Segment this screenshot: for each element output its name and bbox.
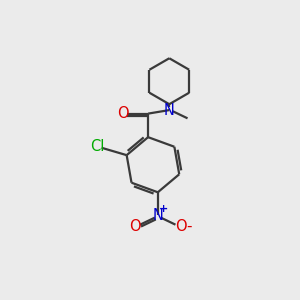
Text: Cl: Cl — [90, 139, 104, 154]
Text: O: O — [117, 106, 128, 121]
Text: +: + — [159, 204, 168, 214]
Text: O: O — [129, 219, 141, 234]
Text: -: - — [187, 219, 192, 234]
Text: N: N — [164, 103, 175, 118]
Text: N: N — [152, 208, 163, 223]
Text: O: O — [175, 219, 187, 234]
